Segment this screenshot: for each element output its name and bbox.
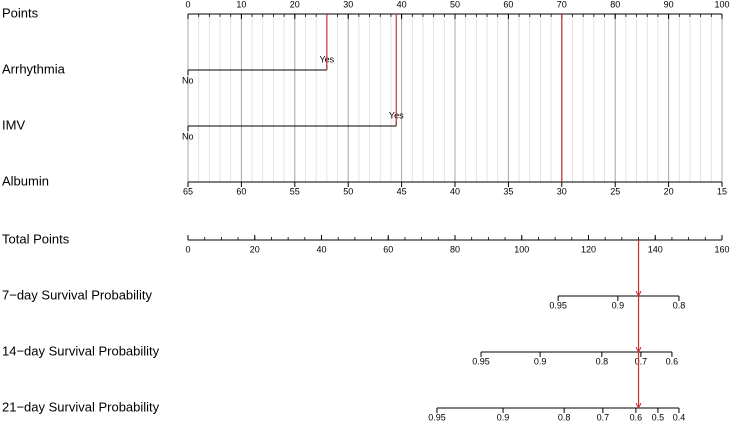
row-name: IMV: [2, 117, 25, 132]
tick-label: 30: [343, 0, 353, 9]
row-name: 7−day Survival Probability: [2, 287, 152, 302]
tick-label: 70: [557, 0, 567, 9]
selection-arrow: [635, 346, 642, 354]
tick-label: 55: [290, 186, 300, 196]
tick-label: 15: [717, 186, 727, 196]
row-name: Total Points: [2, 231, 70, 246]
row-name: 21−day Survival Probability: [2, 399, 160, 414]
tick-label: 90: [664, 0, 674, 9]
row-name: 14−day Survival Probability: [2, 343, 160, 358]
tick-label: 0.9: [497, 412, 510, 421]
tick-label: 160: [714, 244, 729, 254]
level-label: No: [182, 131, 194, 141]
tick-label: 10: [236, 0, 246, 9]
row-name: Arrhythmia: [2, 61, 66, 76]
tick-label: 60: [383, 244, 393, 254]
tick-label: 140: [648, 244, 663, 254]
tick-label: 0.8: [558, 412, 571, 421]
selection-arrow: [635, 290, 642, 298]
tick-label: 0.9: [612, 300, 625, 310]
row-name: Points: [2, 5, 39, 20]
tick-label: 25: [610, 186, 620, 196]
row-name: Albumin: [2, 173, 49, 188]
tick-label: 0.95: [472, 356, 490, 366]
tick-label: 50: [343, 186, 353, 196]
tick-label: 100: [714, 0, 729, 9]
tick-label: 0.8: [596, 356, 609, 366]
tick-label: 0: [185, 244, 190, 254]
tick-label: 40: [397, 0, 407, 9]
tick-label: 40: [316, 244, 326, 254]
tick-label: 45: [397, 186, 407, 196]
tick-label: 20: [250, 244, 260, 254]
tick-label: 80: [450, 244, 460, 254]
tick-label: 0.9: [534, 356, 547, 366]
tick-label: 0.6: [666, 356, 679, 366]
tick-label: 80: [610, 0, 620, 9]
tick-label: 0.6: [630, 412, 643, 421]
tick-label: 0.95: [428, 412, 446, 421]
tick-label: 100: [514, 244, 529, 254]
tick-label: 20: [664, 186, 674, 196]
tick-label: 0.5: [652, 412, 665, 421]
tick-label: 35: [503, 186, 513, 196]
tick-label: 30: [557, 186, 567, 196]
tick-label: 60: [236, 186, 246, 196]
tick-label: 50: [450, 0, 460, 9]
tick-label: 0.4: [673, 412, 686, 421]
tick-label: 20: [290, 0, 300, 9]
tick-label: 0.7: [597, 412, 610, 421]
tick-label: 0.95: [549, 300, 567, 310]
tick-label: 0.7: [635, 356, 648, 366]
tick-label: 120: [581, 244, 596, 254]
selection-arrow: [635, 402, 642, 410]
tick-label: 60: [503, 0, 513, 9]
tick-label: 0.8: [673, 300, 686, 310]
level-label: No: [182, 75, 194, 85]
tick-label: 0: [185, 0, 190, 9]
tick-label: 40: [450, 186, 460, 196]
tick-label: 65: [183, 186, 193, 196]
